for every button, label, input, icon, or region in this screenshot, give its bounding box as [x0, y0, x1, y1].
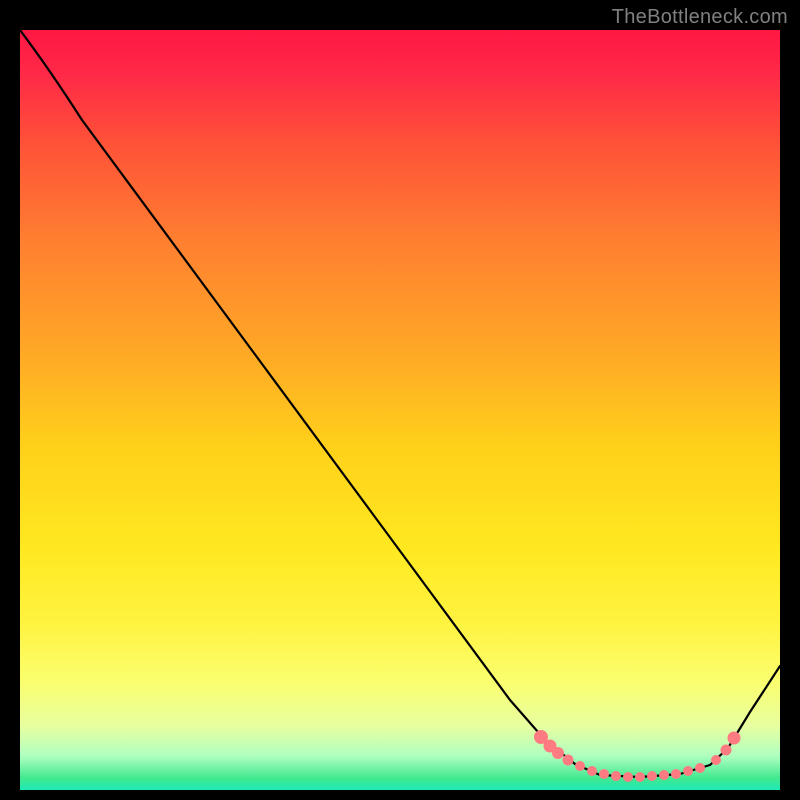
curve-marker	[695, 763, 705, 773]
curve-marker	[711, 755, 721, 765]
curve-marker	[721, 745, 732, 756]
curve-marker	[659, 770, 669, 780]
curve-marker	[635, 772, 645, 782]
curve-marker	[671, 769, 681, 779]
curve-marker	[728, 732, 741, 745]
curve-marker	[683, 766, 693, 776]
curve-marker	[623, 772, 633, 782]
chart-svg	[20, 30, 780, 790]
curve-marker	[587, 766, 597, 776]
curve-marker	[647, 771, 657, 781]
gradient-background	[20, 30, 780, 790]
curve-marker	[611, 771, 621, 781]
curve-marker	[575, 761, 585, 771]
chart-plot-area	[20, 30, 780, 790]
watermark-text: TheBottleneck.com	[612, 6, 788, 29]
curve-marker	[599, 769, 609, 779]
curve-marker	[552, 747, 564, 759]
curve-marker	[563, 755, 574, 766]
